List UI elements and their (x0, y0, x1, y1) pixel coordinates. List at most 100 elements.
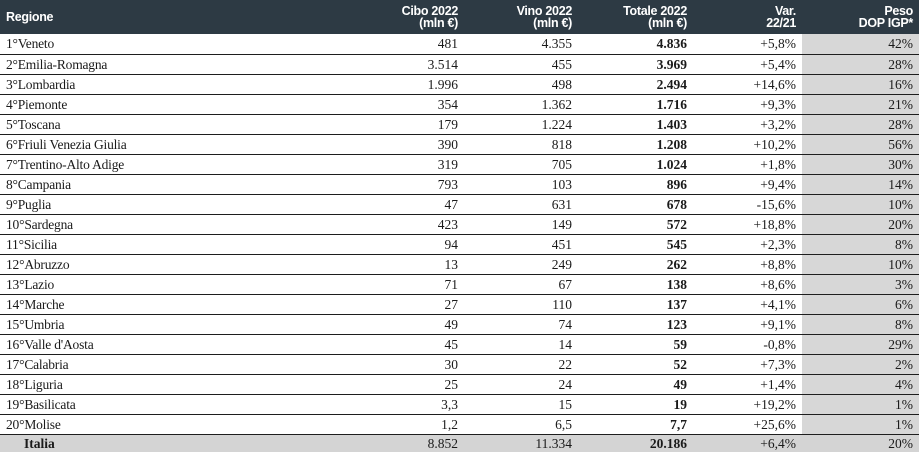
cell-cibo: 27 (280, 294, 464, 315)
rank-label: 8° (6, 176, 18, 192)
cell-var: +9,1% (693, 314, 802, 335)
cell-cibo: 354 (280, 94, 464, 115)
cell-regione: 13°Lazio (0, 274, 280, 295)
region-name: Veneto (17, 36, 55, 52)
cell-vino: 4.355 (464, 34, 578, 55)
header-var-line1: Var. (774, 4, 796, 18)
region-name: Valle d'Aosta (24, 336, 94, 352)
cell-var: +2,3% (693, 234, 802, 255)
cell-cibo: 30 (280, 354, 464, 375)
total-row: Italia 8.852 11.334 20.186 +6,4% 20% (0, 434, 919, 452)
table-body: 1°Veneto 481 4.355 4.836 +5,8% 42% 2°Emilia-Ro… (0, 34, 919, 435)
table-row: 6°Friuli Venezia Giulia 390 818 1.208 +10,2%… (0, 134, 919, 155)
cell-cibo: 390 (280, 134, 464, 155)
rank-label: 19° (6, 396, 25, 412)
header-totale: Totale 2022 (mln €) (578, 0, 693, 34)
cell-var: +1,8% (693, 154, 802, 175)
region-name: Molise (24, 416, 61, 432)
header-cibo-line1: Cibo 2022 (401, 4, 459, 18)
region-name: Puglia (17, 196, 52, 212)
cell-vino: 67 (464, 274, 578, 295)
rank-label: 3° (6, 76, 18, 92)
total-peso: 20% (888, 435, 913, 451)
rank-label: 9° (6, 196, 18, 212)
table-row: 15°Umbria 49 74 123 +9,1% 8% (0, 314, 919, 335)
table-row: 17°Calabria 30 22 52 +7,3% 2% (0, 354, 919, 375)
cell-peso: 16% (802, 74, 919, 95)
rank-label: 10° (6, 216, 25, 232)
cell-peso: 1% (802, 394, 919, 415)
rank-label: 6° (6, 136, 18, 152)
rank-label: 14° (6, 296, 25, 312)
cell-peso: 1% (802, 414, 919, 435)
cell-totale: 3.969 (578, 54, 693, 75)
cell-vino: 249 (464, 254, 578, 275)
cell-peso: 4% (802, 374, 919, 395)
region-name: Umbria (24, 316, 65, 332)
table-row: 4°Piemonte 354 1.362 1.716 +9,3% 21% (0, 94, 919, 115)
cell-vino: 110 (464, 294, 578, 315)
cell-peso: 28% (802, 114, 919, 135)
cell-totale: 137 (578, 294, 693, 315)
total-totale: 20.186 (649, 435, 687, 451)
rank-label: 7° (6, 156, 18, 172)
region-name: Sardegna (24, 216, 73, 232)
rank-label: 13° (6, 276, 25, 292)
table-row: 20°Molise 1,2 6,5 7,7 +25,6% 1% (0, 414, 919, 435)
cell-totale: 19 (578, 394, 693, 415)
cell-vino: 24 (464, 374, 578, 395)
cell-peso: 42% (802, 34, 919, 55)
rank-label: 16° (6, 336, 25, 352)
header-cibo-line2: (mln €) (419, 16, 458, 30)
cell-cibo: 3.514 (280, 54, 464, 75)
rank-label: 1° (6, 36, 18, 52)
table-row: 12°Abruzzo 13 249 262 +8,8% 10% (0, 254, 919, 275)
region-name: Lazio (24, 276, 55, 292)
cell-vino: 1.224 (464, 114, 578, 135)
cell-vino: 455 (464, 54, 578, 75)
cell-var: +9,3% (693, 94, 802, 115)
cell-regione: 8°Campania (0, 174, 280, 195)
cell-cibo: 3,3 (280, 394, 464, 415)
cell-totale: 572 (578, 214, 693, 235)
region-name: Campania (17, 176, 71, 192)
cell-cibo: 49 (280, 314, 464, 335)
header-regione: Regione (6, 10, 54, 24)
header-var: Var. 22/21 (693, 0, 802, 34)
table-row: 14°Marche 27 110 137 +4,1% 6% (0, 294, 919, 315)
cell-regione: 11°Sicilia (0, 234, 280, 255)
region-name: Lombardia (17, 76, 76, 92)
cell-var: +4,1% (693, 294, 802, 315)
cell-var: +1,4% (693, 374, 802, 395)
table-row: 11°Sicilia 94 451 545 +2,3% 8% (0, 234, 919, 255)
cell-vino: 6,5 (464, 414, 578, 435)
cell-var: +14,6% (693, 74, 802, 95)
table-row: 13°Lazio 71 67 138 +8,6% 3% (0, 274, 919, 295)
cell-regione: 9°Puglia (0, 194, 280, 215)
cell-var: +9,4% (693, 174, 802, 195)
cell-totale: 1.403 (578, 114, 693, 135)
cell-vino: 15 (464, 394, 578, 415)
region-name: Trentino-Alto Adige (17, 156, 125, 172)
header-var-line2: 22/21 (766, 16, 796, 30)
cell-var: +25,6% (693, 414, 802, 435)
header-totale-line1: Totale 2022 (623, 4, 687, 18)
cell-regione: 20°Molise (0, 414, 280, 435)
region-name: Friuli Venezia Giulia (17, 136, 127, 152)
header-cibo: Cibo 2022 (mln €) (280, 0, 464, 34)
table-header: Regione Cibo 2022 (mln €) Vino 2022 (mln… (0, 0, 919, 34)
cell-peso: 10% (802, 194, 919, 215)
header-peso: Peso DOP IGP* (802, 0, 919, 34)
region-name: Marche (24, 296, 65, 312)
cell-cibo: 45 (280, 334, 464, 355)
cell-regione: 18°Liguria (0, 374, 280, 395)
cell-regione: 4°Piemonte (0, 94, 280, 115)
cell-totale: 545 (578, 234, 693, 255)
header-peso-line1: Peso (884, 4, 913, 18)
cell-var: +8,8% (693, 254, 802, 275)
header-vino: Vino 2022 (mln €) (464, 0, 578, 34)
cell-cibo: 481 (280, 34, 464, 55)
cell-totale: 896 (578, 174, 693, 195)
cell-cibo: 94 (280, 234, 464, 255)
